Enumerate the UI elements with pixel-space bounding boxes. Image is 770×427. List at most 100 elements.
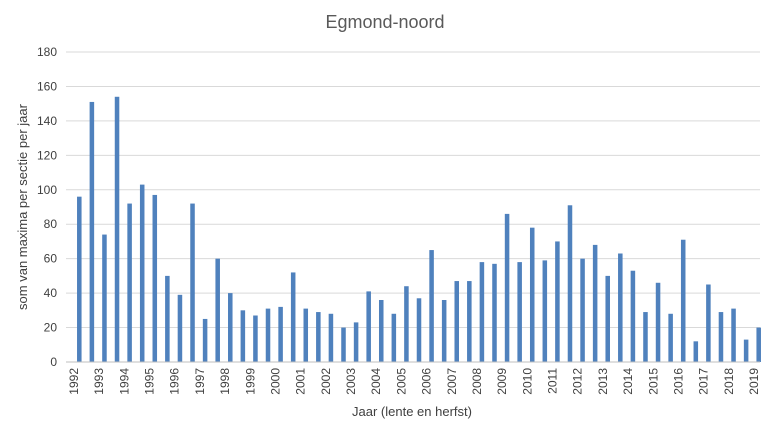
x-tick-label: 2016: [671, 368, 685, 395]
bar: [542, 260, 548, 362]
bar: [139, 184, 145, 362]
x-tick-label: 1998: [218, 368, 232, 395]
bar: [253, 315, 258, 362]
bar: [228, 293, 233, 362]
x-tick-label: 2001: [294, 368, 308, 395]
x-tick-label: 1997: [193, 368, 207, 395]
bar: [743, 339, 749, 362]
bar: [328, 313, 334, 362]
bar: [202, 318, 208, 362]
bar: [467, 281, 472, 362]
bar: [190, 203, 195, 362]
bar: [655, 282, 661, 362]
bar: [517, 262, 522, 362]
bar: [391, 313, 397, 362]
x-tick-label: 2007: [445, 368, 459, 395]
x-tick-label: 1999: [243, 368, 257, 395]
bar: [454, 281, 460, 362]
bar: [278, 306, 283, 362]
bar: [404, 286, 409, 362]
x-tick-label: 2003: [344, 368, 358, 395]
bar: [492, 263, 497, 362]
bar: [504, 213, 510, 362]
y-axis-label: som van maxima per sectie per jaar: [15, 103, 30, 310]
bar: [479, 262, 485, 362]
x-tick-label: 2000: [269, 368, 283, 395]
bar: [580, 258, 585, 362]
bar: [680, 239, 686, 362]
y-tick-label: 60: [44, 252, 58, 266]
bar: [567, 205, 573, 362]
bar: [756, 327, 761, 362]
y-tick-label: 120: [37, 148, 57, 162]
bar: [718, 312, 724, 362]
bar: [416, 298, 422, 362]
bar: [152, 194, 158, 362]
bar: [555, 241, 560, 362]
bar: [77, 196, 82, 362]
x-tick-label: 2011: [546, 368, 560, 394]
x-tick-label: 2005: [394, 368, 408, 395]
bar: [643, 312, 648, 362]
bar: [731, 308, 736, 362]
x-tick-label: 2006: [420, 368, 434, 395]
y-tick-labels: 0 20 40 60 80 100 120 140 160 180: [37, 45, 57, 369]
bar: [529, 227, 535, 362]
bar: [353, 322, 359, 362]
bar: [303, 308, 309, 362]
x-tick-label: 2010: [520, 368, 534, 395]
x-tick-label: 1996: [168, 368, 182, 395]
y-tick-label: 20: [44, 321, 58, 335]
x-tick-label: 1993: [92, 368, 106, 395]
x-tick-label: 2008: [470, 368, 484, 395]
bar: [429, 250, 434, 362]
bar: [366, 291, 371, 362]
x-tick-label: 2013: [596, 368, 610, 395]
bar: [265, 308, 271, 362]
x-axis-label: Jaar (lente en herfst): [352, 404, 472, 419]
bar: [102, 234, 107, 362]
bar: [316, 312, 321, 362]
x-tick-label: 2015: [646, 368, 660, 395]
bar: [630, 270, 636, 362]
x-tick-label: 2017: [697, 368, 711, 395]
bar: [165, 275, 170, 362]
y-tick-label: 140: [37, 114, 57, 128]
x-tick-label: 2004: [369, 368, 383, 395]
bar: [605, 275, 610, 362]
y-tick-label: 160: [37, 79, 57, 93]
y-tick-label: 80: [44, 217, 58, 231]
x-tick-label: 2019: [747, 368, 761, 395]
bar: [290, 272, 296, 362]
bar: [177, 294, 183, 362]
bar: [592, 244, 598, 362]
bar: [693, 341, 699, 362]
x-tick-label: 1995: [143, 368, 157, 395]
bar: [706, 284, 711, 362]
x-tick-label: 2009: [495, 368, 509, 395]
bar: [668, 313, 673, 362]
x-tick-label: 2002: [319, 368, 333, 395]
x-tick-label: 2018: [722, 368, 736, 395]
bar: [114, 96, 120, 362]
y-tick-label: 100: [37, 183, 57, 197]
x-tick-label: 2014: [621, 368, 635, 395]
gridlines: [66, 51, 760, 329]
y-tick-label: 0: [50, 355, 57, 369]
x-tick-label: 1992: [67, 368, 81, 395]
bar: [240, 310, 246, 362]
y-tick-label: 180: [37, 45, 57, 59]
bars: [77, 96, 761, 362]
bar: [215, 258, 220, 362]
x-tick-label: 2012: [571, 368, 585, 395]
bar: [618, 253, 623, 362]
x-tick-label: 1994: [117, 368, 131, 395]
bar: [341, 327, 346, 362]
bar: [89, 101, 95, 362]
chart-title: Egmond-noord: [325, 12, 444, 32]
bar: [441, 300, 447, 362]
bar: [378, 300, 384, 362]
y-tick-label: 40: [44, 286, 58, 300]
bar: [127, 203, 132, 362]
